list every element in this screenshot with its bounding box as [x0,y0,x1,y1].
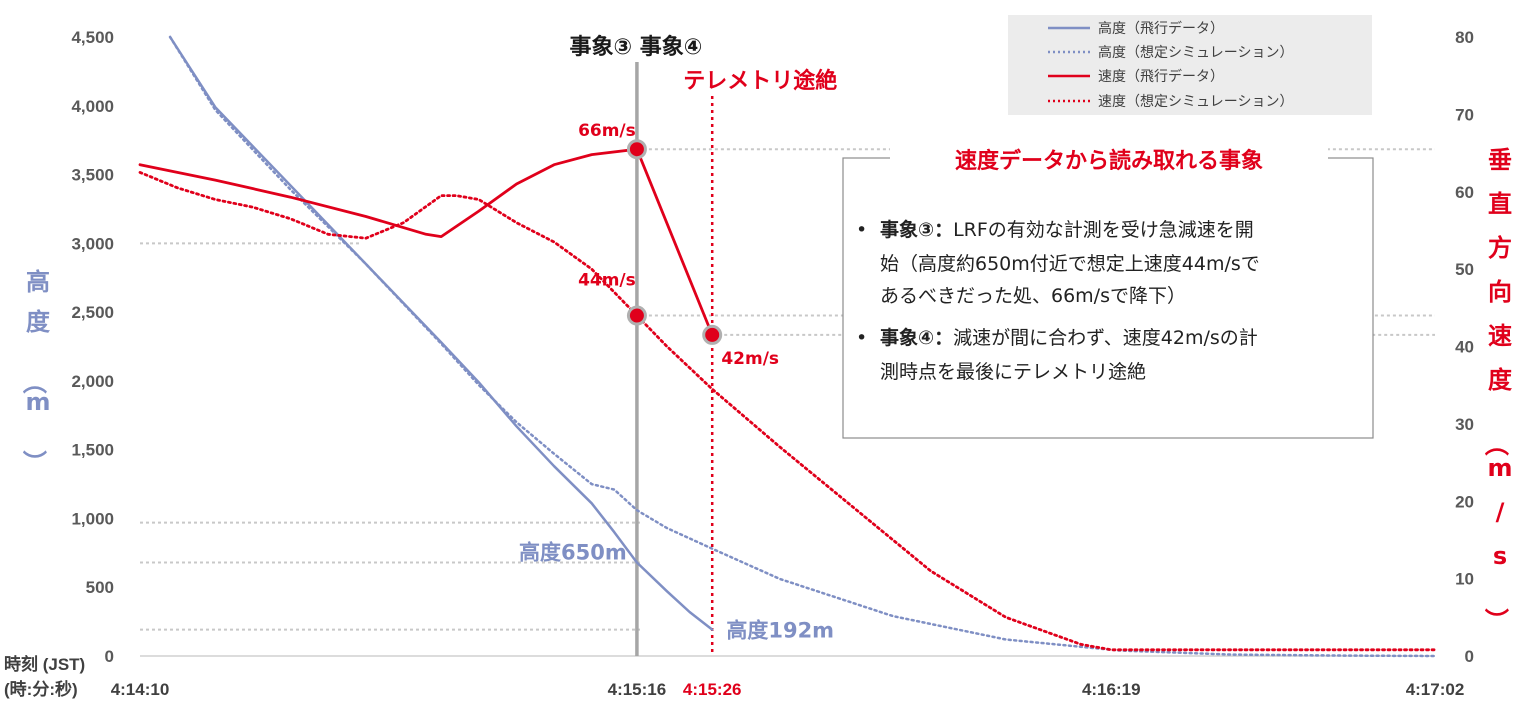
x-ticks: 4:14:10 4:15:16 4:15:26 4:16:19 4:17:02 [111,680,1465,699]
annotation-title-background [890,144,1328,174]
altitude-label: 高度650m [519,540,627,564]
markers: 66m/s 44m/s 42m/s [578,121,779,369]
y-left-tick-label: 3,500 [71,166,114,185]
data-marker [702,324,723,345]
event4-line1: 減速が間に合わず、速度42m/sの計 [953,327,1258,349]
axis-title-char: （ [20,370,48,394]
y-right-axis-title: 垂直方向速度 （ m / s ） [1482,146,1513,632]
x-tick-label: 4:15:26 [683,680,742,699]
y-left-tick-label: 4,500 [71,28,114,47]
axis-title-char: 速 [1488,322,1512,350]
y-right-tick-label: 20 [1455,492,1474,511]
y-left-tick-label: 500 [86,578,114,597]
x-tick-label: 4:15:16 [608,680,667,699]
data-marker [626,305,647,326]
y-right-tick-label: 70 [1455,105,1474,124]
event3-line3: あるべきだった処、66m/sで降下） [880,285,1186,307]
data-marker-label: 66m/s [578,121,636,141]
y-right-tick-label: 50 [1455,260,1474,279]
annotation-box-border [842,157,1374,439]
y-right-tick-label: 60 [1455,183,1474,202]
legend-background [1008,15,1372,115]
y-right-tick-label: 80 [1455,28,1474,47]
y-right-tick-label: 0 [1465,647,1474,666]
series-lines [138,35,1437,658]
y-right-ticks: 0 10 20 30 40 50 60 70 80 [1455,28,1474,666]
event3-line2: 始（高度約650m付近で想定上速度44m/sで [880,253,1260,275]
series-line [168,35,1437,658]
x-tick-label: 4:16:19 [1082,680,1141,699]
x-axis-subtitle: (時:分:秒) [4,679,78,699]
y-left-axis-title: 高度 （ m ） [20,268,51,474]
series-line [138,147,714,337]
data-marker-label: 44m/s [578,271,636,291]
y-right-tick-label: 10 [1455,570,1474,589]
event-label: 事象③ 事象④ [569,34,702,60]
series-line [168,35,714,631]
axis-title-char: 度 [1488,366,1513,394]
x-axis-title: 時刻 (JST) [4,654,85,674]
y-right-tick-label: 30 [1455,415,1474,434]
event4-head: 事象④： [880,326,953,349]
y-right-tick-label: 40 [1455,338,1474,357]
y-left-tick-label: 3,000 [71,234,114,253]
event3-text-line1: 事象③：LRFの有効な計測を受け急減速を開 [880,218,1254,241]
axis-title-char: m [25,388,50,416]
y-left-tick-label: 2,000 [71,372,114,391]
data-marker [626,139,647,160]
data-marker-label: 42m/s [721,349,779,369]
axis-title-char: 直 [1488,190,1512,218]
y-left-tick-label: 0 [105,647,114,666]
axis-title-char: / [1496,498,1505,526]
axis-title-char: 向 [1488,278,1512,306]
altitude-label: 高度192m [726,619,834,643]
y-left-tick-label: 1,500 [71,441,114,460]
axis-title-char: ） [20,450,48,474]
event4-line2: 測時点を最後にテレメトリ途絶 [880,361,1146,383]
axis-title-char: ） [1482,608,1510,632]
y-left-tick-label: 4,000 [71,97,114,116]
axis-title-char: 度 [26,308,51,336]
axis-title-char: s [1493,542,1507,570]
y-left-tick-label: 1,000 [71,509,114,528]
legend-label-altitude-sim: 高度（想定シミュレーション） [1098,44,1293,61]
y-left-ticks: 0 500 1,000 1,500 2,000 2,500 3,000 3,500 4,000 4… [71,28,114,666]
event3-head: 事象③： [880,218,953,241]
event-label: テレメトリ途絶 [683,68,837,94]
legend-label-speed-flight: 速度（飛行データ） [1098,68,1224,85]
axis-title-char: 方 [1488,234,1512,262]
legend-label-altitude-flight: 高度（飛行データ） [1098,20,1224,37]
x-tick-label: 4:14:10 [111,680,170,699]
altitude-labels: 高度192m 高度650m [519,540,834,642]
bullet-icon: • [856,327,867,349]
bullet-icon: • [856,219,867,241]
x-tick-label: 4:17:02 [1406,680,1465,699]
legend-label-speed-sim: 速度（想定シミュレーション） [1098,94,1293,110]
event4-text-line1: 事象④：減速が間に合わず、速度42m/sの計 [880,326,1258,349]
axis-title-char: m [1487,454,1512,482]
axis-title-char: 垂 [1488,146,1512,174]
legend: 高度（飛行データ） 高度（想定シミュレーション） 速度（飛行データ） 速度（想定… [1008,15,1372,115]
axis-title-char: 高 [26,268,50,296]
annotation-box: 速度データから読み取れる事象 • 事象③：LRFの有効な計測を受け急減速を開 始… [842,144,1374,439]
y-left-tick-label: 2,500 [71,303,114,322]
annotation-title: 速度データから読み取れる事象 [955,148,1263,174]
event3-line1: LRFの有効な計測を受け急減速を開 [953,219,1254,241]
event-lines: 事象③ 事象④ テレメトリ途絶 [569,34,837,656]
series-line [138,170,1437,652]
axis-title-char: （ [1482,432,1510,456]
